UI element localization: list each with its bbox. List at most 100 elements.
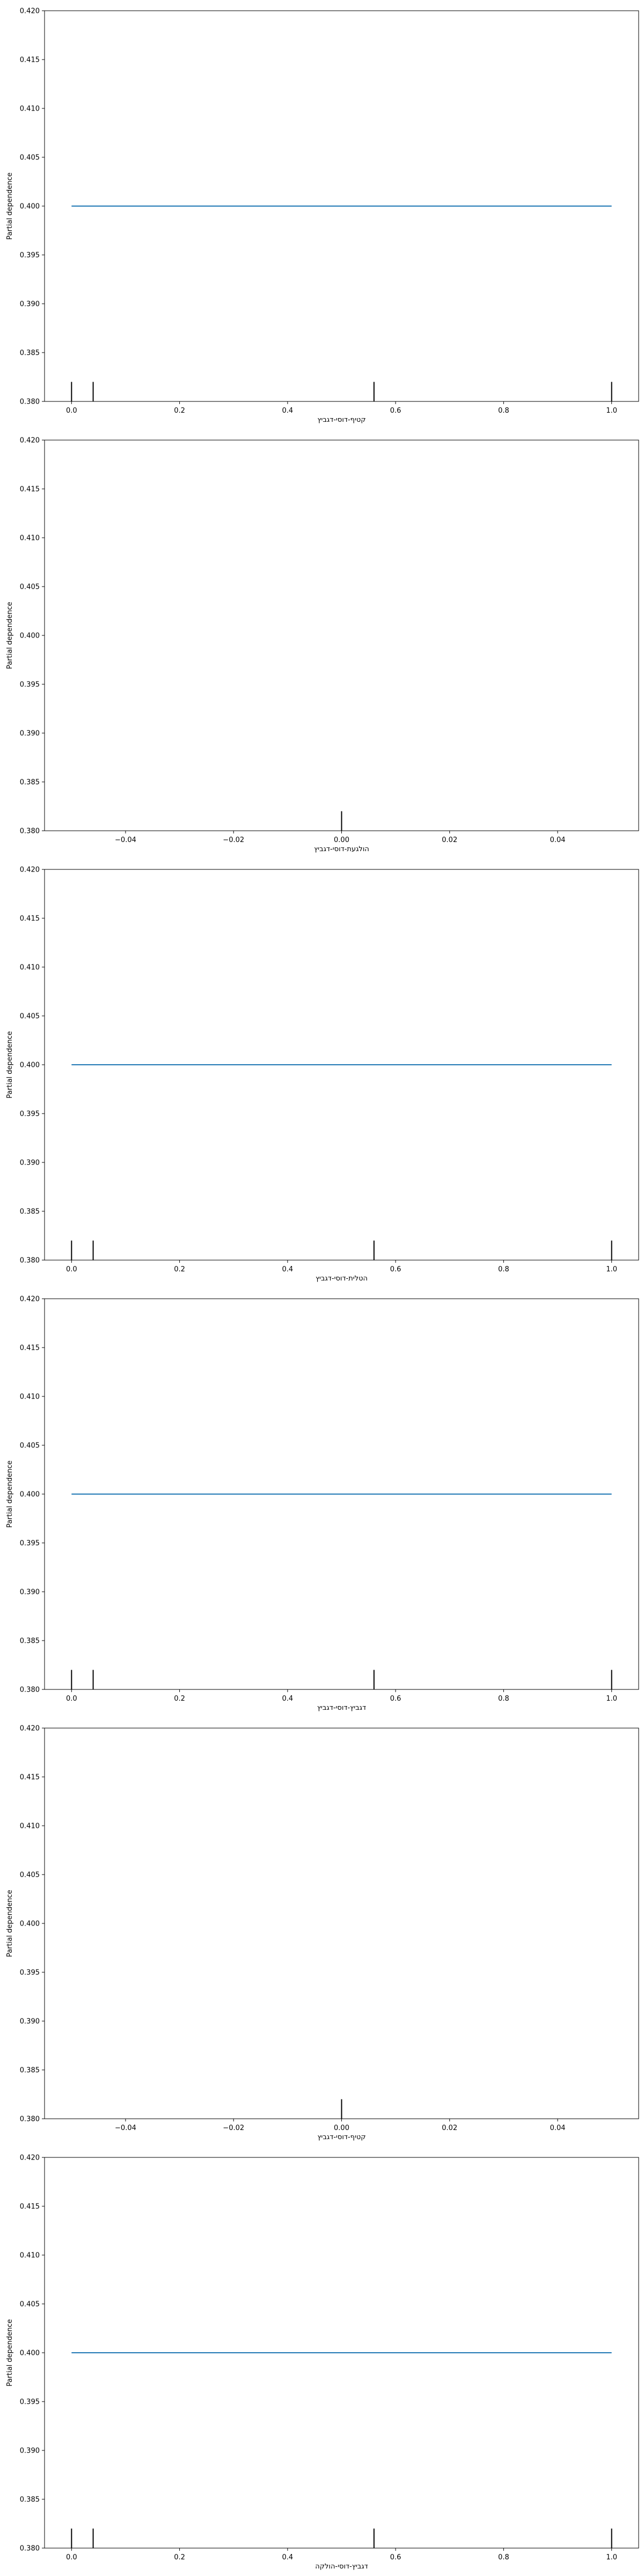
y-tick-label: 0.400: [20, 1062, 40, 1070]
chart-panel-4: 0.380 0.385 0.390 0.395 0.400 0.405 0.410 0.415…: [6, 1296, 639, 1712]
y-tick-label: 0.410: [20, 535, 40, 543]
y-tick-label: 0.400: [20, 203, 40, 211]
x-tick-label: 0.00: [334, 2124, 349, 2132]
x-tick-label: 0.6: [390, 2553, 401, 2562]
y-tick-label: 0.410: [20, 964, 40, 972]
y-tick-label: 0.395: [20, 2398, 40, 2406]
x-tick-label: 0.0: [66, 1265, 77, 1274]
y-tick-label: 0.410: [20, 2252, 40, 2260]
y-tick-label: 0.420: [20, 866, 40, 874]
y-tick-label: 0.390: [20, 301, 40, 309]
y-tick-label: 0.400: [20, 2350, 40, 2358]
y-axis-label: Partial dependence: [6, 2319, 14, 2386]
x-tick-label: 0.8: [498, 2553, 509, 2562]
y-tick-label: 0.400: [20, 632, 40, 640]
y-tick-label: 0.395: [20, 1540, 40, 1548]
y-tick-label: 0.380: [20, 2116, 40, 2124]
y-tick-label: 0.405: [20, 154, 40, 162]
y-tick-label: 0.385: [20, 779, 40, 787]
x-tick-label: 0.02: [442, 836, 457, 844]
y-tick-label: 0.420: [20, 8, 40, 16]
y-tick-label: 0.380: [20, 2545, 40, 2553]
x-axis-label: קטיף-דוסי-דגביץ: [317, 416, 365, 424]
x-tick-label: 0.0: [66, 407, 77, 415]
y-tick-label: 0.395: [20, 1110, 40, 1118]
x-tick-label: 0.2: [174, 1695, 185, 1703]
y-tick-label: 0.390: [20, 2447, 40, 2455]
x-tick-label: 0.8: [498, 1695, 509, 1703]
y-tick-label: 0.420: [20, 437, 40, 445]
y-tick-label: 0.380: [20, 1686, 40, 1694]
y-tick-label: 0.385: [20, 1208, 40, 1216]
y-tick-label: 0.385: [20, 1637, 40, 1645]
y-tick-label: 0.405: [20, 1013, 40, 1021]
y-tick-label: 0.415: [20, 915, 40, 923]
x-tick-label: 0.4: [282, 1265, 294, 1274]
y-tick-label: 0.390: [20, 1159, 40, 1167]
y-tick-label: 0.390: [20, 2018, 40, 2026]
y-tick-label: 0.420: [20, 1296, 40, 1304]
y-tick-label: 0.390: [20, 730, 40, 738]
x-tick-label: 0.2: [174, 2553, 185, 2562]
x-tick-label: 0.6: [390, 1265, 401, 1274]
x-axis-label: קטיף-דוסי-דגביץ: [317, 2133, 365, 2141]
y-tick-label: 0.400: [20, 1920, 40, 1928]
y-axis-label: Partial dependence: [6, 602, 14, 669]
y-tick-label: 0.405: [20, 583, 40, 591]
y-tick-label: 0.410: [20, 1393, 40, 1401]
y-tick-label: 0.385: [20, 349, 40, 357]
chart-panel-5: 0.380 0.385 0.390 0.395 0.400 0.405 0.410 0.415…: [6, 1725, 639, 2141]
y-axis-label: Partial dependence: [6, 1460, 14, 1527]
x-tick-label: 0.0: [66, 2553, 77, 2562]
y-axis-label: Partial dependence: [6, 1890, 14, 1957]
y-axis-label: Partial dependence: [6, 1031, 14, 1098]
x-tick-label: 0.8: [498, 1265, 509, 1274]
y-tick-label: 0.410: [20, 1823, 40, 1831]
x-tick-label: 0.8: [498, 407, 509, 415]
y-tick-label: 0.405: [20, 1442, 40, 1450]
axes-frame: [44, 1728, 639, 2119]
y-tick-label: 0.420: [20, 1725, 40, 1733]
y-tick-label: 0.390: [20, 1589, 40, 1597]
x-tick-label: 0.6: [390, 407, 401, 415]
x-tick-label: −0.02: [223, 836, 244, 844]
y-tick-label: 0.385: [20, 2496, 40, 2504]
y-tick-label: 0.400: [20, 1491, 40, 1499]
x-tick-label: 0.4: [282, 407, 294, 415]
x-tick-label: 1.0: [606, 1265, 617, 1274]
y-tick-label: 0.395: [20, 252, 40, 260]
x-tick-label: 0.2: [174, 407, 185, 415]
x-tick-label: 0.6: [390, 1695, 401, 1703]
x-tick-label: 0.4: [282, 2553, 294, 2562]
chart-panel-3: 0.380 0.385 0.390 0.395 0.400 0.405 0.410 0.415…: [6, 866, 639, 1283]
axes-frame: [44, 440, 639, 831]
x-tick-label: 0.04: [550, 836, 566, 844]
x-axis-label: הטלית-דוסי-דגביץ: [316, 1275, 368, 1283]
x-tick-label: −0.04: [115, 2124, 136, 2132]
y-tick-label: 0.380: [20, 398, 40, 406]
x-tick-label: 1.0: [606, 2553, 617, 2562]
chart-panel-6: 0.380 0.385 0.390 0.395 0.400 0.405 0.410 0.415…: [6, 2154, 639, 2571]
y-tick-label: 0.385: [20, 2067, 40, 2075]
x-axis-label: דגביץ-דוסי-הולקה: [315, 2563, 368, 2571]
x-tick-label: 0.02: [442, 2124, 457, 2132]
y-tick-label: 0.405: [20, 1871, 40, 1879]
x-axis-label: דגביץ-דוסי-דגביץ: [317, 1704, 366, 1712]
y-tick-label: 0.415: [20, 2203, 40, 2211]
y-tick-label: 0.415: [20, 1774, 40, 1782]
x-tick-label: −0.02: [223, 2124, 244, 2132]
y-tick-label: 0.380: [20, 1257, 40, 1265]
y-tick-label: 0.415: [20, 1344, 40, 1352]
x-tick-label: 0.0: [66, 1695, 77, 1703]
y-tick-label: 0.420: [20, 2154, 40, 2162]
chart-panel-1: 0.380 0.385 0.390 0.395 0.400 0.405 0.410 0.415…: [6, 8, 639, 424]
y-tick-label: 0.415: [20, 56, 40, 64]
x-tick-label: 1.0: [606, 1695, 617, 1703]
y-tick-label: 0.405: [20, 2301, 40, 2309]
y-tick-label: 0.415: [20, 486, 40, 494]
chart-panel-2: 0.380 0.385 0.390 0.395 0.400 0.405 0.410 0.415…: [6, 437, 639, 853]
y-tick-label: 0.395: [20, 681, 40, 689]
x-tick-label: 0.2: [174, 1265, 185, 1274]
y-axis-label: Partial dependence: [6, 172, 14, 239]
